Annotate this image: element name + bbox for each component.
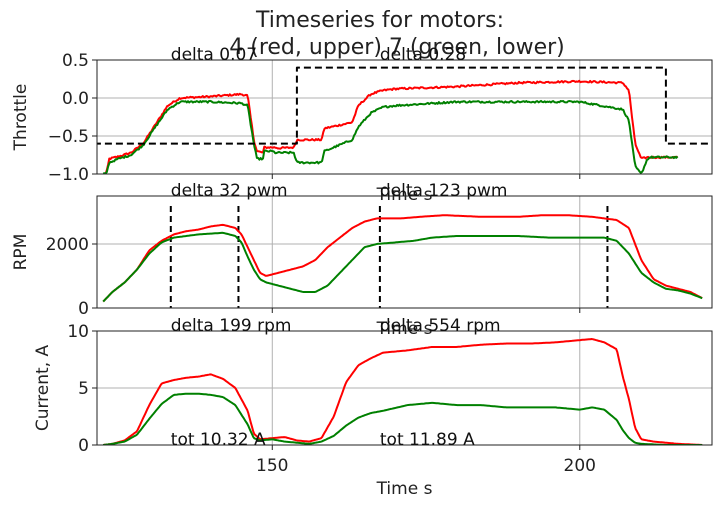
y-axis-label: Current, A [33,344,53,431]
red-motor-series-line [102,214,703,303]
red-motor-series-line [103,338,703,445]
figure-title-line2: 4 (red, upper) 7 (green, lower) [229,35,564,60]
y-axis-label: RPM [11,234,31,271]
figure-title-line1: Timeseries for motors: [255,8,504,33]
y-tick-label: −1.0 [48,165,89,185]
series-group [103,338,703,445]
x-tick-label: 150 [256,456,288,476]
green-motor-series-line [103,392,703,445]
annotation-label: delta 0.28 [380,45,466,65]
x-axis-label: Time s [376,479,433,499]
black-dashed-reference-series-line [97,66,709,145]
series-group [97,66,709,174]
y-tick-label: 0.5 [62,51,89,71]
x-axis-label: Time s [376,319,433,339]
annotation-label: delta 123 pwm [380,181,508,201]
y-tick-label: −0.5 [48,127,89,147]
annotation-label: tot 11.89 A [380,430,475,450]
axes-frame [96,195,713,309]
green-motor-series-line [102,231,703,303]
green-motor-series-line [102,99,679,174]
chart-panel-3: 10 5 0 150 200 Current, A Time s delta 199 rpm d… [33,316,713,499]
x-axis-label: Time s [376,185,433,205]
chart-panel-1: 0.5 0.0 −0.5 −1.0 Throttle Time s delta 0.07 de… [11,45,713,205]
y-tick-label: 5 [78,379,89,399]
series-group [102,214,703,303]
y-tick-label: 0 [78,299,89,319]
annotation-label: tot 10.32 A [171,430,266,450]
annotation-label: delta 554 rpm [380,316,501,336]
chart-panel-2: 2000 0 RPM Time s delta 32 pwm delta 123 pwm [11,181,713,339]
annotation-label: delta 0.07 [171,45,257,65]
y-tick-label: 0 [78,436,89,456]
charts-group: 0.5 0.0 −0.5 −1.0 Throttle Time s delta 0.07 de… [11,45,713,499]
annotation-label: delta 199 rpm [171,316,292,336]
y-tick-label: 10 [67,322,89,342]
x-tick-label: 200 [564,456,596,476]
y-tick-label: 2000 [46,235,89,255]
annotation-label: delta 32 pwm [171,181,288,201]
y-tick-label: 0.0 [62,89,89,109]
axes-frame [96,59,713,175]
red-motor-series-line [103,79,678,174]
y-axis-label: Throttle [11,84,31,152]
